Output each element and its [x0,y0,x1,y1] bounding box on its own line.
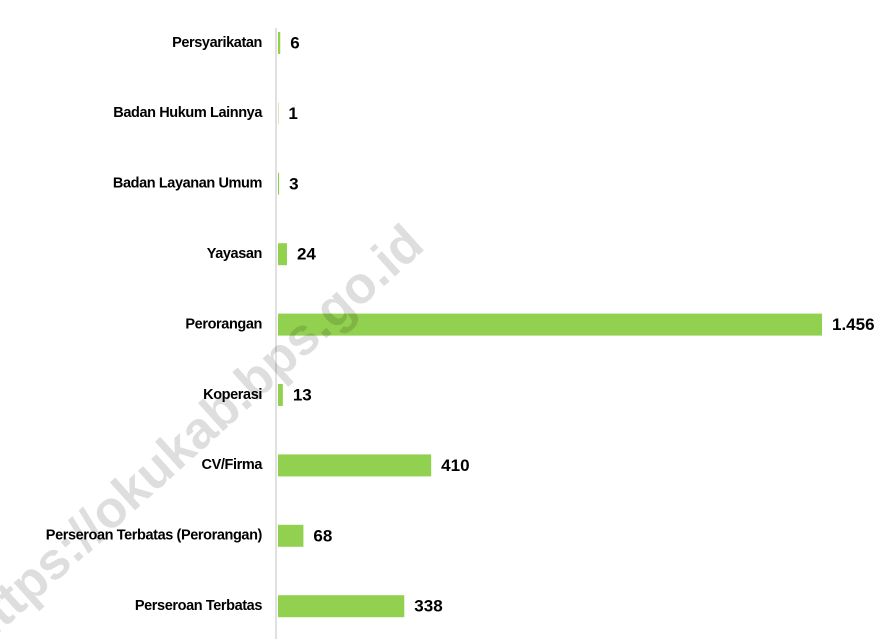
value-label: 6 [290,33,299,52]
category-label: Badan Hukum Lainnya [113,105,263,121]
watermark: https://okukab.bps.go.id [0,214,435,639]
category-label: Badan Layanan Umum [113,176,262,192]
value-label: 1 [288,104,297,123]
bar [278,313,822,336]
bar [278,595,405,618]
category-label: CV/Firma [202,457,264,473]
category-label: Perorangan [185,316,262,332]
category-label: Yayasan [207,246,262,262]
bar [278,32,281,54]
value-label: 1.456 [832,315,875,334]
value-label: 13 [293,385,312,404]
category-label: Persyarikatan [172,35,262,51]
value-label: 410 [441,456,469,475]
bar [278,454,432,477]
bar [278,384,283,406]
category-label: Koperasi [203,387,262,403]
value-label: 3 [289,174,298,193]
value-label: 68 [313,526,332,545]
category-label: Perseroan Terbatas (Perorangan) [46,528,263,544]
value-label: 24 [297,245,316,264]
value-label: 338 [414,597,442,616]
bar [278,172,280,195]
bar [278,524,304,547]
bar [278,243,287,266]
category-label: Perseroan Terbatas [135,598,262,614]
